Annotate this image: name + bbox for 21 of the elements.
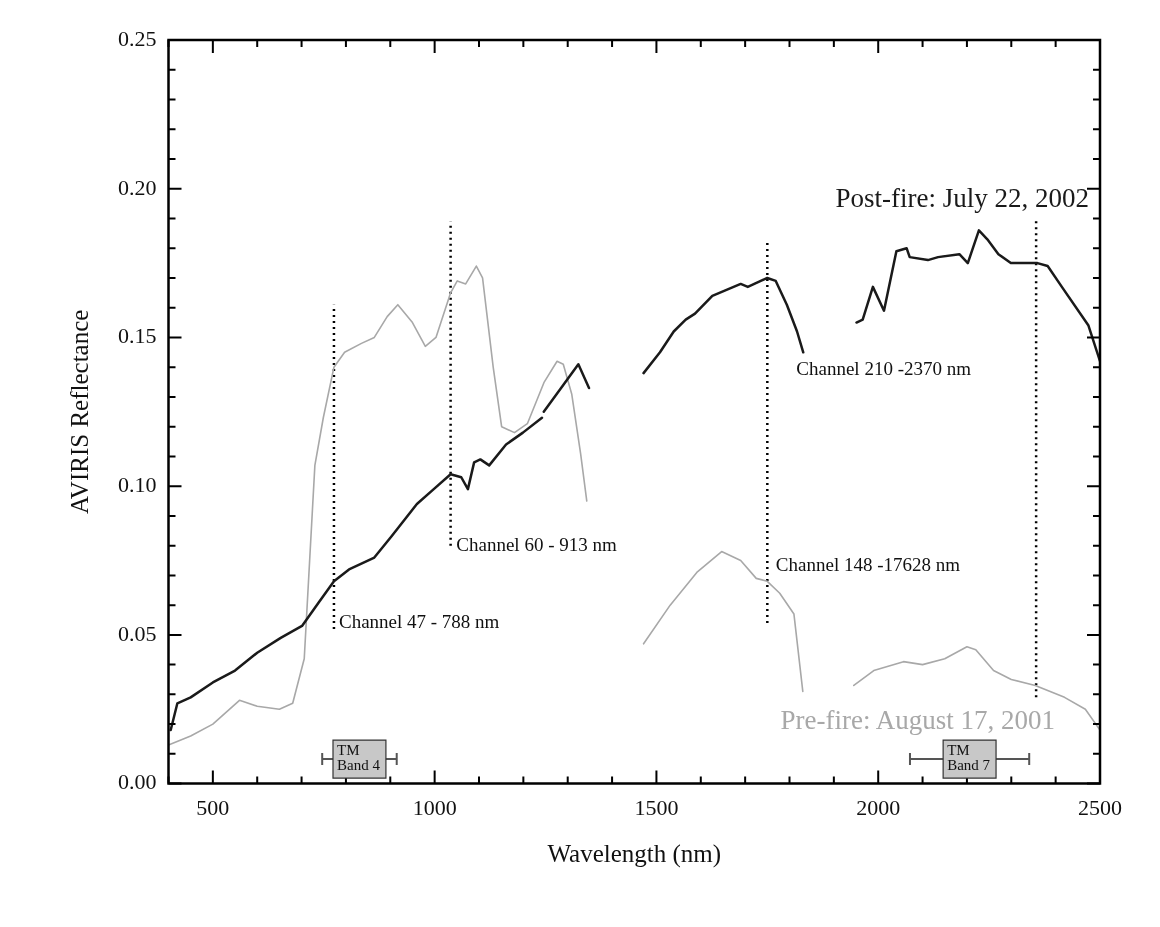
annotation: Channel 60 - 913 nm [456, 533, 617, 555]
annotation: TM Band 7 [947, 742, 991, 773]
y-tick-label: 0.25 [118, 25, 157, 51]
annotation: Channel 47 - 788 nm [338, 610, 500, 632]
x-tick-label: 1500 [634, 794, 679, 820]
x-tick-label: 2000 [856, 794, 901, 820]
x-tick-label: 2500 [1078, 794, 1122, 820]
series-label: Pre-fire: August 17, 2001 [780, 705, 1055, 736]
y-tick-label: 0.05 [118, 620, 157, 646]
y-tick-label: 0.00 [118, 769, 157, 795]
x-tick-label: 1000 [412, 794, 457, 820]
annotation: Channel 148 -17628 nm [775, 554, 961, 576]
x-axis-title: Wavelength (nm) [547, 839, 722, 868]
y-tick-label: 0.20 [118, 174, 157, 200]
y-tick-label: 0.15 [118, 323, 157, 349]
annotation: TM Band 4 [337, 742, 381, 773]
annotation: Channel 210 -2370 nm [796, 358, 972, 380]
y-axis-title: AVIRIS Reflectance [65, 309, 93, 514]
x-tick-label: 500 [196, 794, 230, 820]
series-label: Post-fire: July 22, 2002 [835, 183, 1089, 214]
y-tick-label: 0.10 [118, 471, 157, 497]
